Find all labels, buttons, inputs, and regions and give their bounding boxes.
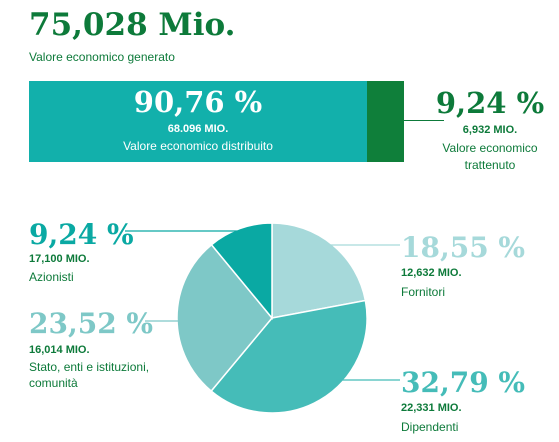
retained-label-line2: trattenuto [464, 158, 516, 172]
azionisti-amount: 17,100 MIO. [29, 253, 90, 265]
azionisti-label: Azionisti [29, 270, 74, 284]
retained-label-line1: Valore economico [442, 141, 538, 155]
stato-percent: 23,52 % [29, 307, 154, 340]
retained-bar [367, 81, 404, 162]
stato-amount: 16,014 MIO. [29, 344, 90, 356]
distributed-percent: 90,76 % [133, 85, 263, 119]
azionisti-percent: 9,24 % [29, 218, 134, 251]
total-label: Valore economico generato [29, 50, 175, 64]
retained-amount: 6,932 MIO. [462, 124, 518, 136]
dipendenti-label: Dipendenti [401, 420, 459, 434]
distributed-amount: 68.096 MIO. [167, 123, 229, 135]
retained-percent: 9,24 % [435, 86, 545, 120]
stato-label-line1: Stato, enti e istituzioni, [29, 360, 150, 374]
stato-label-line2: comunità [29, 376, 78, 390]
fornitori-percent: 18,55 % [401, 231, 526, 264]
pie-slice-dipendenti [210, 299, 368, 414]
pie-slice-stato [176, 243, 273, 393]
dipendenti-amount: 22,331 MIO. [401, 402, 462, 414]
dipendenti-percent: 32,79 % [401, 366, 526, 399]
total-value: 75,028 Mio. [29, 7, 236, 43]
retained-connector-line [404, 120, 444, 121]
distributed-bar [29, 81, 367, 162]
fornitori-label: Fornitori [401, 285, 446, 299]
retained-label: Valore economico trattenuto [430, 140, 550, 174]
pie-slice-azionisti [210, 222, 273, 321]
stato-label: Stato, enti e istituzioni, comunità [29, 359, 149, 391]
distributed-label: Valore economico distribuito [123, 139, 273, 153]
fornitori-amount: 12,632 MIO. [401, 267, 462, 279]
